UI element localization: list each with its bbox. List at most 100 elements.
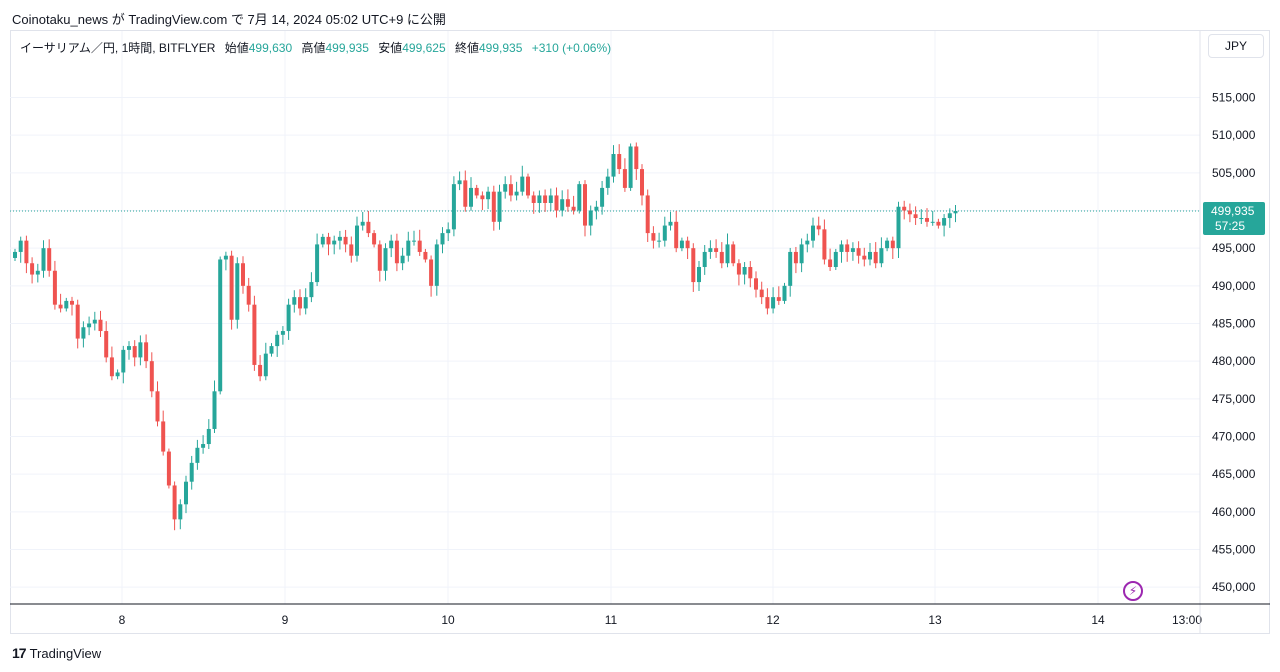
candle-body — [862, 255, 867, 260]
candle-body — [52, 270, 57, 305]
candle-body — [691, 248, 696, 283]
candle-body — [372, 233, 377, 245]
candle-body — [600, 187, 605, 207]
candle-body — [548, 195, 553, 203]
candle-body — [520, 176, 525, 192]
y-tick-label: 480,000 — [1212, 354, 1256, 368]
candle-body — [508, 184, 513, 196]
candle-body — [845, 244, 850, 252]
candle-body — [463, 180, 468, 207]
candle-body — [514, 191, 519, 196]
candle-body — [434, 244, 439, 286]
candle-body — [708, 248, 713, 252]
candle-body — [657, 240, 662, 242]
published-byline: Coinotaku_news が TradingView.com で 7月 14… — [12, 12, 446, 27]
candle-body — [902, 206, 907, 211]
candle-body — [429, 259, 434, 286]
y-tick-label: 510,000 — [1212, 128, 1256, 142]
candle-body — [212, 391, 217, 429]
candle-body — [326, 236, 331, 245]
x-tick-label: 13:00 — [1172, 613, 1202, 627]
candle-body — [320, 236, 325, 245]
candle-body — [417, 240, 422, 252]
brand-name: TradingView — [29, 645, 102, 661]
candle-body — [560, 199, 565, 211]
candle-body — [70, 300, 74, 305]
candle-body — [480, 195, 485, 200]
candle-body — [748, 267, 753, 279]
candle-body — [30, 263, 35, 275]
y-tick-label: 490,000 — [1212, 279, 1256, 293]
candle-body — [81, 327, 86, 339]
candle-body — [634, 146, 639, 170]
candle-body — [115, 372, 120, 377]
y-tick-label: 475,000 — [1212, 392, 1256, 406]
candle-body — [189, 462, 194, 482]
tradingview-brand[interactable]: 17 TradingView — [12, 645, 101, 661]
candle-body — [47, 248, 52, 271]
symbol-label[interactable]: イーサリアム／円, 1時間, BITFLYER — [20, 41, 216, 55]
candle-body — [571, 206, 576, 211]
candle-body — [736, 263, 741, 275]
candle-body — [400, 255, 405, 264]
candle-body — [942, 218, 947, 226]
candle-body — [166, 451, 171, 486]
x-tick-label: 11 — [605, 613, 618, 627]
last-price-tag: 499,935 57:25 — [1203, 202, 1265, 235]
lightning-bolt-icon[interactable]: ⚡ — [1123, 581, 1143, 601]
candle-body — [383, 248, 388, 271]
candle-body — [275, 334, 280, 347]
candle-body — [252, 304, 257, 365]
bar-countdown: 57:25 — [1215, 219, 1246, 233]
candle-body — [172, 485, 177, 520]
candle-body — [714, 248, 719, 252]
candle-body — [873, 251, 878, 264]
candle-body — [394, 240, 399, 264]
candle-body — [349, 244, 354, 256]
candle-body — [41, 248, 46, 271]
candle-body — [919, 218, 924, 220]
candle-body — [332, 240, 337, 245]
candle-body — [622, 169, 627, 188]
candle-body — [195, 447, 200, 463]
candle-body — [201, 444, 206, 448]
candle-body — [805, 240, 810, 245]
candle-body — [75, 304, 80, 339]
candle-body — [87, 323, 92, 328]
candle-body — [879, 248, 884, 264]
candle-body — [811, 225, 815, 241]
candle-body — [662, 225, 667, 241]
candle-body — [235, 263, 240, 320]
candle-body — [526, 176, 530, 196]
candle-body — [850, 248, 855, 252]
candle-body — [343, 236, 348, 245]
candle-body — [161, 421, 166, 452]
y-tick-label: 505,000 — [1212, 166, 1256, 180]
candle-body — [389, 240, 394, 249]
currency-button[interactable]: JPY — [1208, 34, 1264, 58]
candle-body — [833, 251, 838, 268]
candle-body — [292, 297, 297, 305]
candle-body — [856, 248, 861, 256]
candle-body — [360, 221, 365, 226]
candle-body — [776, 297, 781, 301]
candle-body — [577, 184, 582, 211]
candle-body — [685, 240, 690, 249]
candle-body — [377, 244, 382, 271]
low-label: 安値 — [378, 41, 403, 55]
candle-body — [178, 504, 183, 520]
candle-body — [674, 221, 679, 249]
candle-body — [155, 391, 160, 422]
candle-body — [617, 154, 622, 170]
candle-body — [697, 267, 701, 283]
candle-body — [771, 297, 776, 309]
candle-body — [936, 221, 941, 226]
candle-body — [925, 218, 929, 222]
candle-body — [885, 240, 890, 249]
candle-body — [719, 251, 724, 264]
candle-body — [793, 251, 798, 264]
y-tick-label: 465,000 — [1212, 467, 1256, 481]
candle-body — [64, 300, 69, 309]
last-price: 499,935 — [1211, 204, 1255, 218]
